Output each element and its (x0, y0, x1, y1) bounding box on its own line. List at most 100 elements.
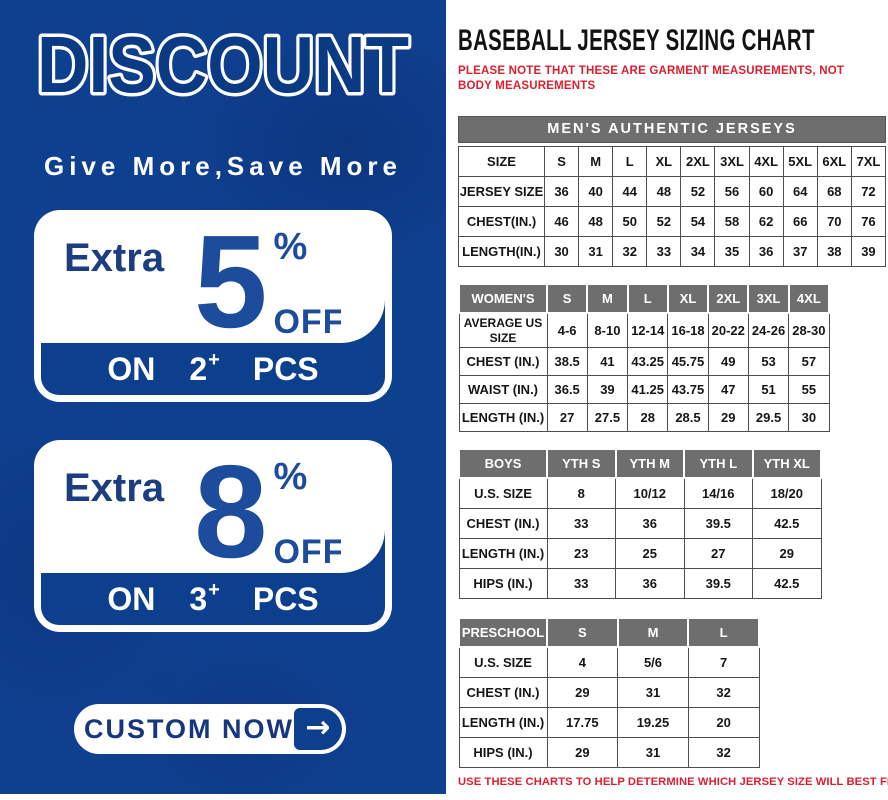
table-header-cell: PRESCHOOL (458, 617, 548, 649)
table-row: JERSEY SIZE 36 40 44 48 52 56 60 64 68 72 (458, 176, 887, 208)
table-cell: 56 (714, 176, 750, 208)
mens-sizing-table: SIZE S M L XL 2XL 3XL 4XL 5XL 6XL 7XL JERSEY SIZE 36… (458, 146, 887, 268)
table-cell: HIPS (IN.) (458, 737, 548, 769)
offer-amount: 8 (194, 438, 268, 585)
table-cell: 25 (615, 538, 685, 570)
mens-table-section: MEN'S AUTHENTIC JERSEYS SIZE S M L XL 2XL 3XL 4… (458, 116, 887, 268)
table-cell: U.S. SIZE (458, 477, 548, 510)
table-cell: 3XL (714, 146, 750, 178)
table-row: LENGTH (IN.) 17.75 19.25 20 (458, 707, 760, 739)
table-cell: LENGTH (IN.) (458, 403, 548, 433)
discount-heading: DISCOUNT (0, 16, 446, 117)
preschool-table-section: PRESCHOOL S M L U.S. SIZE 4 5/6 7 CHEST (IN.) 29 3… (458, 617, 760, 769)
table-cell: 5XL (782, 146, 818, 178)
table-cell: 36.5 (546, 375, 588, 405)
offer-pcs-label: PCS (252, 580, 319, 617)
table-cell: 39 (586, 375, 629, 405)
table-cell: 28 (627, 403, 669, 433)
table-cell: 51 (747, 375, 790, 405)
table-cell: 45.75 (667, 347, 709, 377)
table-cell: CHEST (IN.) (458, 677, 548, 709)
table-cell: 10/12 (615, 477, 685, 510)
table-header-cell: 4XL (787, 283, 831, 315)
table-cell: M (578, 146, 614, 178)
table-cell: 20 (687, 707, 760, 739)
table-cell: 17.75 (546, 707, 619, 739)
table-cell: 39.5 (683, 508, 753, 540)
table-cell: 50 (612, 206, 648, 238)
table-row: HIPS (IN.) 33 36 39.5 42.5 (458, 568, 822, 600)
offer-quantity: 3+ (189, 578, 220, 617)
table-cell: 39 (850, 236, 887, 268)
table-cell: JERSEY SIZE (458, 176, 545, 208)
table-cell: 44 (612, 176, 648, 208)
offer-sidecol: % OFF (273, 224, 344, 342)
table-cell: HIPS (IN.) (458, 568, 548, 600)
sizing-table: BOYS YTH S YTH M YTH L YTH XL U.S. SIZE 8 10/12… (458, 448, 822, 600)
table-row: LENGTH(IN.) 30 31 32 33 34 35 36 37 38 39 (458, 236, 887, 268)
womens-sizing-table: WOMEN'S S M L XL 2XL 3XL 4XL AVERAGE US SIZE 4-6 8… (458, 283, 831, 433)
table-cell: 14/16 (683, 477, 753, 510)
womens-table-section: WOMEN'S S M L XL 2XL 3XL 4XL AVERAGE US SIZE 4-6 8… (458, 283, 831, 433)
arrow-box[interactable]: → (294, 708, 342, 750)
table-header-cell: M (616, 617, 690, 649)
custom-now-label: CUSTOM NOW (84, 713, 294, 744)
table-header-cell: YTH S (546, 448, 617, 480)
table-cell: 32 (687, 737, 760, 769)
table-cell: 4-6 (546, 312, 588, 349)
offer-extra-label: Extra (64, 236, 165, 280)
table-cell: 12-14 (627, 312, 669, 349)
table-header-cell: YTH M (614, 448, 685, 480)
table-cell: LENGTH (IN.) (458, 707, 548, 739)
offer-card-5-percent: Extra 5 % OFF ON 2+ PCS (34, 210, 392, 402)
table-cell: 34 (680, 236, 716, 268)
table-cell: CHEST(IN.) (458, 206, 545, 238)
offer-card-8-percent: Extra 8 % OFF ON 3+ PCS (34, 440, 392, 632)
table-cell: 28.5 (667, 403, 709, 433)
table-cell: 29.5 (747, 403, 790, 433)
table-cell: SIZE (458, 146, 545, 178)
table-cell: 37 (782, 236, 818, 268)
table-cell: 27.5 (586, 403, 629, 433)
table-cell: 42.5 (752, 508, 822, 540)
offer-amount: 5 (194, 208, 268, 355)
table-row: PRESCHOOL S M L (458, 617, 760, 649)
plus-sign: + (208, 578, 220, 601)
table-header-cell: L (687, 617, 760, 649)
card-corner-curve (341, 299, 385, 343)
table-cell: XL (646, 146, 682, 178)
offer-quantity: 2+ (189, 348, 220, 387)
mens-table-banner: MEN'S AUTHENTIC JERSEYS (458, 116, 886, 144)
custom-now-button[interactable]: CUSTOM NOW → (74, 704, 346, 754)
table-cell: 29 (546, 737, 619, 769)
table-cell: CHEST (IN.) (458, 347, 548, 377)
table-cell: 53 (747, 347, 790, 377)
boys-sizing-table: BOYS YTH S YTH M YTH L YTH XL U.S. SIZE 8 10/12… (458, 448, 822, 600)
table-row: U.S. SIZE 8 10/12 14/16 18/20 (458, 477, 822, 510)
table-cell: 49 (707, 347, 749, 377)
table-row: WOMEN'S S M L XL 2XL 3XL 4XL (458, 283, 831, 315)
table-cell: CHEST (IN.) (458, 508, 548, 540)
offer-card-top: Extra 8 % OFF (34, 438, 392, 585)
table-cell: 60 (748, 176, 784, 208)
table-cell: 4XL (748, 146, 784, 178)
table-cell: 33 (546, 568, 616, 600)
table-cell: 54 (680, 206, 716, 238)
table-cell: 36 (748, 236, 784, 268)
table-row: CHEST (IN.) 38.5 41 43.25 45.75 49 53 57 (458, 347, 830, 377)
table-cell: 55 (788, 375, 830, 405)
svg-text:DISCOUNT: DISCOUNT (37, 20, 409, 109)
table-cell: 30 (543, 236, 580, 268)
table-cell: 5/6 (617, 646, 689, 679)
table-header-cell: 3XL (747, 283, 790, 315)
table-cell: 2XL (680, 146, 716, 178)
table-header-cell: BOYS (458, 448, 548, 480)
table-row: CHEST(IN.) 46 48 50 52 54 58 62 66 70 76 (458, 206, 887, 238)
offer-on-label: ON (107, 580, 156, 617)
table-cell: 28-30 (788, 312, 830, 349)
table-cell: 42.5 (752, 568, 822, 600)
table-cell: 32 (687, 677, 760, 709)
table-cell: 29 (752, 538, 822, 570)
table-cell: 7 (687, 646, 760, 679)
table-cell: 41.25 (627, 375, 669, 405)
